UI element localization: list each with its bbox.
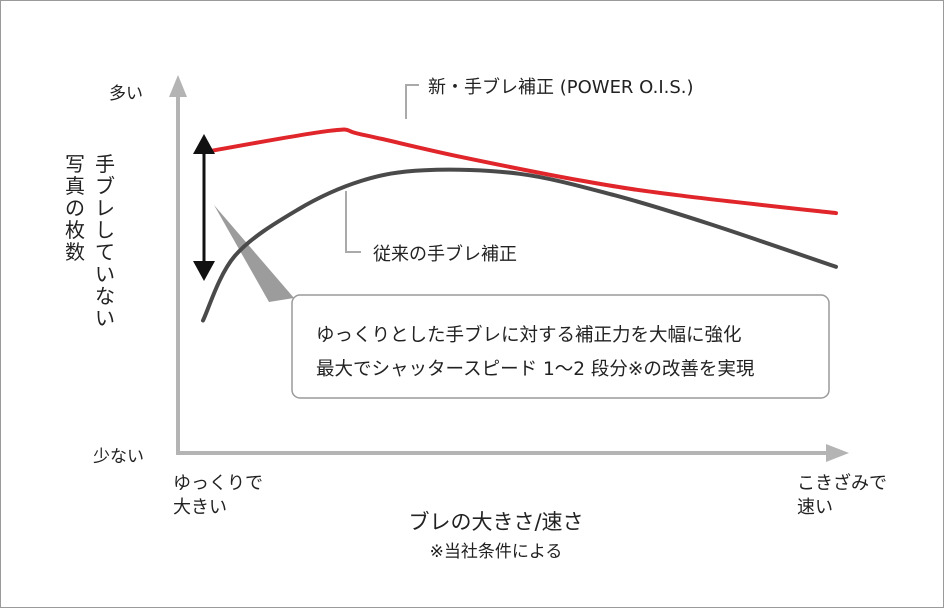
- x-right-label-line1: こきざみで: [797, 472, 887, 494]
- y-axis-title-char: 数: [65, 240, 85, 264]
- y-axis-arrow: [169, 75, 187, 97]
- series-line-new-ois: [201, 127, 838, 216]
- improvement-arrow: [193, 134, 215, 281]
- callout-line-1: ゆっくりとした手ブレに対する補正力を大幅に強化: [316, 324, 742, 346]
- y-axis-title-char: て: [95, 240, 115, 264]
- y-axis-title-char: の: [65, 196, 85, 220]
- y-axis-title-char: し: [95, 218, 115, 242]
- callout-line-2: 最大でシャッタースピード 1～2 段分※の改善を実現: [316, 359, 755, 380]
- leader-conventional: [345, 191, 361, 253]
- x-left-label-line1: ゆっくりで: [173, 473, 263, 494]
- callout-pointer: [214, 205, 294, 302]
- y-axis-bottom-label: 少ない: [93, 447, 144, 467]
- series-label-new-ois: 新・手ブレ補正 (POWER O.I.S.): [428, 76, 694, 98]
- y-axis-title-char: い: [95, 262, 115, 286]
- footnote: ※当社条件による: [430, 542, 563, 562]
- y-axis-title-char: レ: [95, 196, 115, 220]
- y-axis-title-char: 枚: [65, 218, 85, 242]
- y-axis-title-char: ブ: [95, 174, 115, 198]
- series-label-conventional: 従来の手ブレ補正: [373, 243, 517, 265]
- series-line-conventional: [201, 167, 838, 323]
- y-axis-title-char: い: [95, 306, 115, 330]
- y-axis-title-char: 手: [95, 152, 115, 176]
- x-axis-arrow: [826, 444, 849, 462]
- x-axis-title: ブレの大きさ/速さ: [408, 510, 583, 534]
- leader-new-ois: [405, 84, 419, 119]
- y-axis-top-label: 多い: [109, 84, 143, 104]
- y-axis-title-char: 真: [65, 174, 85, 198]
- x-left-label-line2: 大きい: [173, 497, 227, 518]
- x-right-label-line2: 速い: [797, 497, 833, 518]
- callout-box: [291, 294, 830, 399]
- y-axis-title-char: 写: [65, 152, 85, 176]
- y-axis-title-char: な: [95, 284, 115, 308]
